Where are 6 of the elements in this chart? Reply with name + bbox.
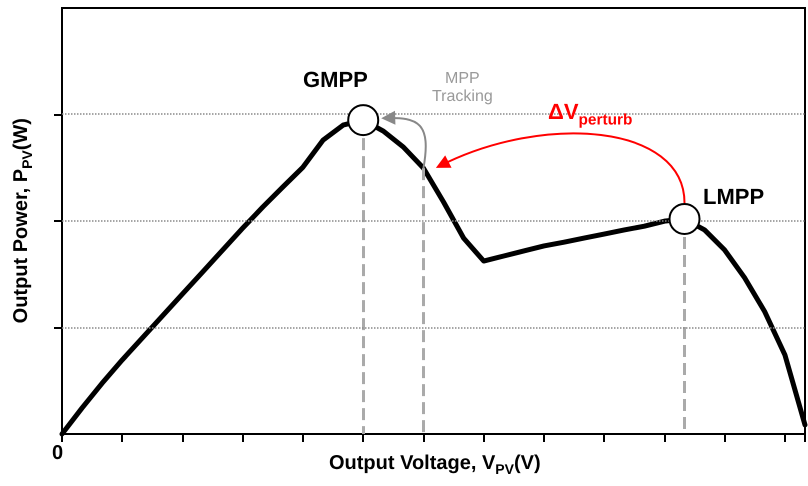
text: MPP Tracking <box>432 70 493 106</box>
x-axis-title: Output Voltage, V$_{PV}$(V) <box>329 452 541 478</box>
text: GMPP <box>303 67 368 92</box>
annotation: ΔV$_{perturb}$ <box>548 99 632 130</box>
annotation: LMPP <box>703 184 764 210</box>
text: 0 <box>52 442 64 464</box>
